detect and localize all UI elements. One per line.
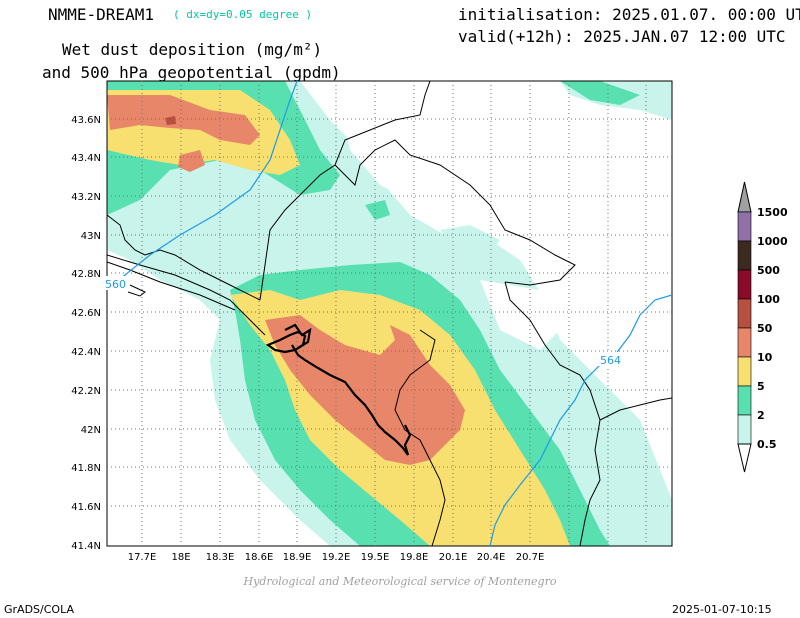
valid-time: valid(+12h): 2025.JAN.07 12:00 UTC xyxy=(458,27,786,46)
lon-tick: 18E xyxy=(171,552,190,563)
legend-swatch xyxy=(737,356,752,387)
lat-tick: 43.4N xyxy=(71,153,101,164)
lat-tick: 43.2N xyxy=(71,192,101,203)
country-borders xyxy=(107,81,672,546)
lon-axis: 17.7E 18E 18.3E 18.6E 18.9E 19.2E 19.5E … xyxy=(128,552,545,563)
deposition-field xyxy=(107,81,672,546)
map-frame xyxy=(106,80,673,547)
contour-label-564: 564 xyxy=(600,354,621,367)
credit-line: Hydrological and Meteorological service … xyxy=(243,575,557,588)
legend-level-label: 100 xyxy=(757,293,780,306)
deposition-level-10 xyxy=(107,95,260,145)
legend-level-label: 1000 xyxy=(757,235,788,248)
legend-swatch xyxy=(737,327,752,358)
footer-timestamp: 2025-01-07-10:15 xyxy=(672,603,772,616)
legend-swatch xyxy=(737,269,752,300)
lat-tick: 43N xyxy=(81,231,101,242)
lon-tick: 18.9E xyxy=(283,552,312,563)
lon-tick: 20.7E xyxy=(516,552,545,563)
lat-tick: 41.8N xyxy=(71,463,101,474)
lat-tick: 43.6N xyxy=(71,115,101,126)
legend-level-label: 1500 xyxy=(757,206,788,219)
legend-swatch xyxy=(737,414,752,445)
lat-tick: 42N xyxy=(81,425,101,436)
lon-tick: 18.6E xyxy=(245,552,274,563)
lon-tick: 19.2E xyxy=(322,552,351,563)
lon-tick: 19.5E xyxy=(361,552,390,563)
variable-title-line1: Wet dust deposition (mg/m²) xyxy=(62,40,323,59)
lat-tick: 42.8N xyxy=(71,269,101,280)
legend-level-label: 50 xyxy=(757,322,773,335)
legend-swatch xyxy=(737,298,752,329)
resolution-label: ( dx=dy=0.05 degree ) xyxy=(173,8,313,21)
contour-label-560: 560 xyxy=(105,278,126,291)
legend-level-label: 0.5 xyxy=(757,438,777,451)
legend-cap-bottom xyxy=(737,443,752,473)
lat-tick: 42.4N xyxy=(71,347,101,358)
lon-tick: 18.3E xyxy=(206,552,235,563)
footer-software: GrADS/COLA xyxy=(4,603,74,616)
legend-swatch xyxy=(737,211,752,242)
color-legend: 1500 1000 500 100 50 10 5 2 0.5 xyxy=(737,181,788,473)
legend-level-label: 5 xyxy=(757,380,765,393)
variable-title-line2: and 500 hPa geopotential (gpdm) xyxy=(42,63,341,82)
montenegro-coastline xyxy=(265,323,412,456)
lon-tick: 20.4E xyxy=(477,552,506,563)
lat-tick: 42.2N xyxy=(71,386,101,397)
legend-cap-top xyxy=(737,181,752,213)
legend-swatch xyxy=(737,385,752,416)
lat-tick: 42.6N xyxy=(71,308,101,319)
lat-tick: 41.4N xyxy=(71,541,101,552)
initialisation-time: initialisation: 2025.01.07. 00:00 UTC xyxy=(458,5,800,24)
legend-level-label: 2 xyxy=(757,409,765,422)
lat-axis: 43.6N 43.4N 43.2N 43N 42.8N 42.6N 42.4N … xyxy=(71,115,101,552)
model-title: NMME-DREAM1 xyxy=(48,5,154,24)
lon-tick: 19.8E xyxy=(400,552,429,563)
lat-lon-grid xyxy=(107,81,672,546)
legend-level-label: 10 xyxy=(757,351,773,364)
legend-level-label: 500 xyxy=(757,264,780,277)
lon-tick: 20.1E xyxy=(439,552,468,563)
lat-tick: 41.6N xyxy=(71,502,101,513)
legend-swatch xyxy=(737,240,752,271)
lon-tick: 17.7E xyxy=(128,552,157,563)
geopotential-contours xyxy=(107,81,672,546)
